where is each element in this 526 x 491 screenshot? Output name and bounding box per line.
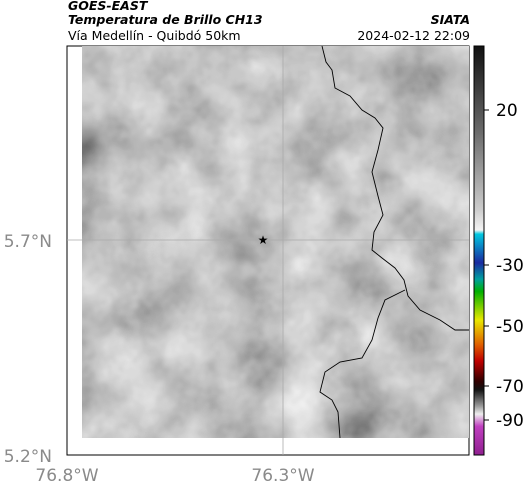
timestamp: 2024-02-12 22:09 [357, 28, 470, 43]
lon-label: 76.8°W [35, 466, 98, 486]
colorbar-label: -90 [496, 411, 524, 431]
satellite-imagery [82, 46, 469, 438]
border [319, 289, 406, 439]
colorbar-label: 20 [496, 101, 518, 121]
colorbar-label: -50 [496, 317, 524, 337]
lat-label: 5.7°N [4, 232, 52, 252]
title: Temperatura de Brillo CH13 [68, 12, 263, 27]
colorbar [473, 45, 485, 456]
colorbar-label: -30 [496, 256, 524, 276]
colorbar-label: -70 [496, 377, 524, 397]
subtitle: Vía Medellín - Quibdó 50km [68, 28, 241, 43]
lat-label: 5.2°N [4, 447, 52, 467]
agency: SIATA [431, 12, 470, 27]
border [321, 45, 469, 331]
city-marker: ★ [258, 233, 269, 247]
source: GOES-EAST [68, 0, 149, 13]
lon-label: 76.3°W [251, 466, 314, 486]
